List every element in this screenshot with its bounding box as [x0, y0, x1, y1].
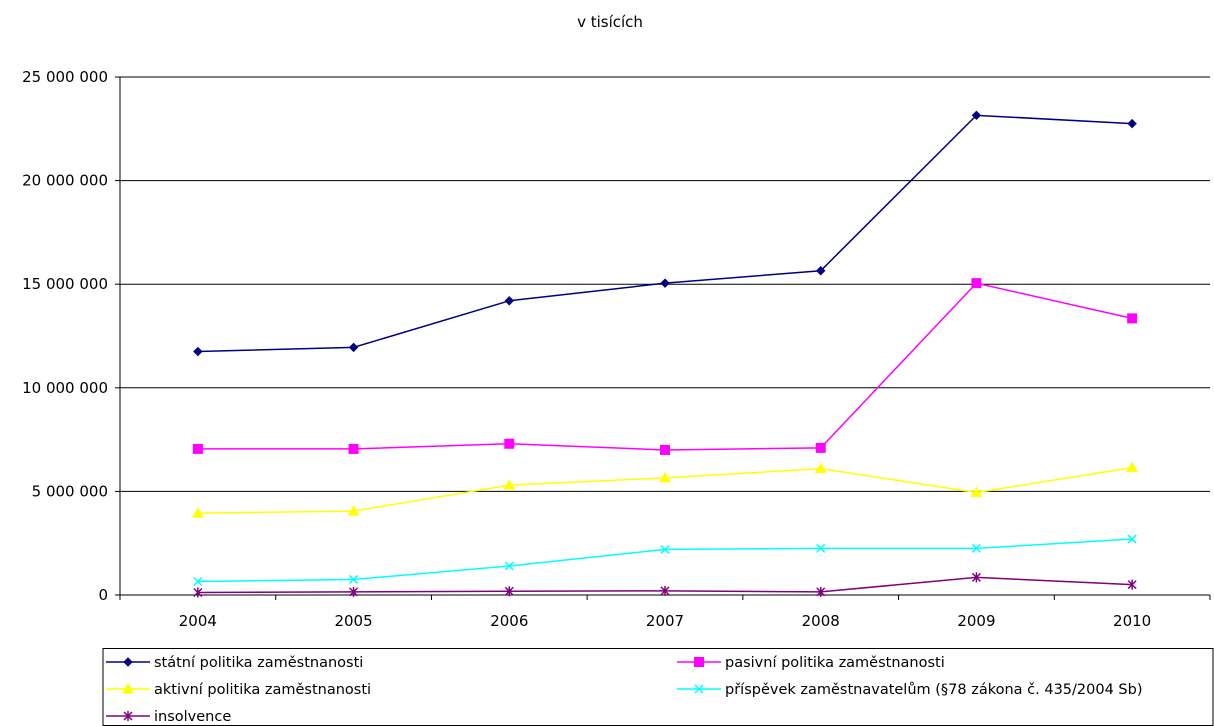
data-point — [504, 438, 515, 449]
axes — [119, 77, 1210, 596]
data-point — [659, 471, 671, 483]
data-point — [347, 505, 360, 516]
y-tick-label: 10 000 000 — [22, 379, 108, 397]
series-3 — [192, 461, 1138, 518]
x-tick-label: 2006 — [490, 612, 528, 630]
data-point — [193, 577, 203, 587]
data-point — [660, 278, 670, 288]
series-4 — [193, 534, 1137, 587]
x-tick-label: 2008 — [802, 612, 840, 630]
legend-item: insolvence — [106, 709, 231, 725]
chart-title: v tisících — [577, 13, 643, 31]
series-2 — [192, 278, 1138, 455]
data-point — [192, 507, 204, 518]
data-point — [504, 561, 514, 571]
y-tick-label: 25 000 000 — [22, 68, 108, 86]
data-point — [660, 544, 670, 554]
legend-marker — [694, 657, 704, 667]
legend-item: pasivní politika zaměstnanosti — [677, 655, 945, 671]
data-point — [193, 587, 203, 598]
data-point — [816, 586, 826, 597]
data-point — [192, 443, 203, 454]
data-point — [816, 543, 826, 553]
data-point — [1127, 313, 1138, 324]
legend-item: státní politika zaměstnanosti — [106, 655, 363, 671]
legend-marker — [123, 657, 133, 667]
data-point — [971, 543, 981, 553]
data-point — [349, 586, 359, 597]
data-point — [815, 442, 826, 453]
data-point — [970, 486, 983, 497]
legend-label: příspěvek zaměstnavatelům (§78 zákona č.… — [725, 682, 1143, 698]
series-1 — [193, 110, 1137, 357]
data-point — [504, 586, 514, 597]
y-tick-label: 15 000 000 — [22, 275, 108, 293]
series-group — [192, 110, 1138, 598]
data-point — [349, 574, 359, 584]
x-tick-label: 2009 — [957, 612, 995, 630]
data-point — [1127, 534, 1137, 544]
data-point — [660, 585, 670, 596]
y-tick-label: 20 000 000 — [22, 172, 108, 190]
data-point — [971, 278, 982, 289]
series-line — [197, 114, 1133, 353]
y-tick-label: 5 000 000 — [32, 482, 108, 500]
legend-label: státní politika zaměstnanosti — [154, 655, 363, 671]
series-line — [197, 538, 1133, 583]
legend-label: pasivní politika zaměstnanosti — [725, 655, 945, 671]
legend-label: aktivní politika zaměstnanosti — [154, 682, 371, 698]
data-point — [1127, 579, 1137, 590]
legend-item: příspěvek zaměstnavatelům (§78 zákona č.… — [677, 682, 1143, 698]
data-point — [1127, 118, 1137, 129]
data-point — [503, 479, 516, 490]
legend-marker — [694, 684, 704, 694]
legend: státní politika zaměstnanosti pasivní pol… — [102, 648, 1214, 726]
data-point — [348, 443, 359, 454]
legend-item: aktivní politika zaměstnanosti — [106, 682, 371, 698]
x-tick-label: 2004 — [179, 612, 217, 630]
data-point — [1126, 461, 1138, 473]
data-point — [971, 110, 982, 121]
y-axis-ticks: 0 5 000 000 10 000 000 15 000 000 20 000 000… — [22, 68, 120, 604]
x-tick-label: 2010 — [1113, 612, 1151, 630]
legend-marker — [122, 682, 134, 694]
y-tick-label: 0 — [98, 586, 108, 604]
data-point — [971, 572, 981, 583]
series-line — [197, 282, 1133, 451]
data-point — [504, 296, 514, 306]
data-point — [816, 266, 826, 276]
data-point — [193, 346, 203, 357]
legend-marker — [123, 711, 133, 721]
data-point — [814, 462, 827, 474]
x-tick-label: 2007 — [646, 612, 684, 630]
data-point — [348, 342, 359, 353]
data-point — [660, 444, 670, 455]
series-5 — [193, 572, 1137, 598]
x-axis-ticks: 2004 2005 2006 2007 2008 2009 2010 — [119, 595, 1211, 630]
legend-label: insolvence — [154, 709, 231, 725]
x-tick-label: 2005 — [334, 612, 372, 630]
